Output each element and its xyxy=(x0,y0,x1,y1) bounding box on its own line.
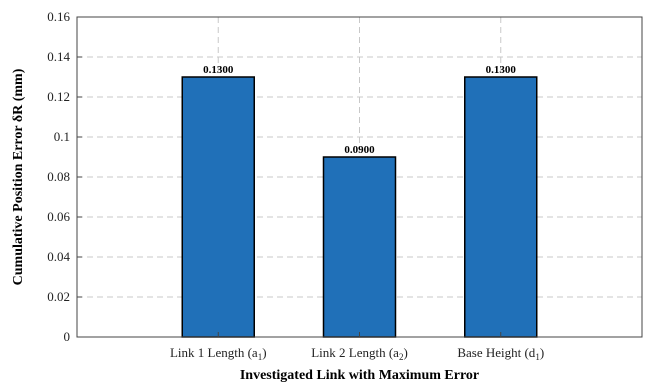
data-labels: 0.1300 0.0900 0.1300 xyxy=(203,64,516,156)
y-axis-label: Cumulative Position Error δR (mm) xyxy=(11,68,26,285)
y-tick-label: 0.02 xyxy=(47,289,70,304)
y-tick-label: 0.1 xyxy=(54,129,70,144)
data-label: 0.1300 xyxy=(203,64,234,76)
x-axis-ticks: Link 1 Length (a1) Link 2 Length (a2) Base… xyxy=(170,332,544,362)
data-label: 0.0900 xyxy=(344,144,375,156)
bars xyxy=(181,76,538,338)
x-axis-label: Investigated Link with Maximum Error xyxy=(240,368,479,383)
y-tick-label: 0.12 xyxy=(47,89,70,104)
y-tick-label: 0.14 xyxy=(47,49,70,64)
x-tick-label: Base Height (d1) xyxy=(457,345,544,362)
y-tick-label: 0.04 xyxy=(47,249,70,264)
y-tick-label: 0.08 xyxy=(47,169,70,184)
bar xyxy=(322,156,397,338)
y-tick-label: 0 xyxy=(64,329,71,344)
y-tick-label: 0.06 xyxy=(47,209,70,224)
data-label: 0.1300 xyxy=(486,64,517,76)
x-tick-label: Link 2 Length (a2) xyxy=(311,345,408,362)
y-axis-ticks: 0 0.02 0.04 0.06 0.08 0.1 0.12 0.14 0.16 xyxy=(47,9,82,344)
x-tick-label: Link 1 Length (a1) xyxy=(170,345,267,362)
bar xyxy=(181,76,255,338)
y-tick-label: 0.16 xyxy=(47,9,70,24)
plot-frame xyxy=(76,16,643,338)
bar xyxy=(464,76,538,338)
